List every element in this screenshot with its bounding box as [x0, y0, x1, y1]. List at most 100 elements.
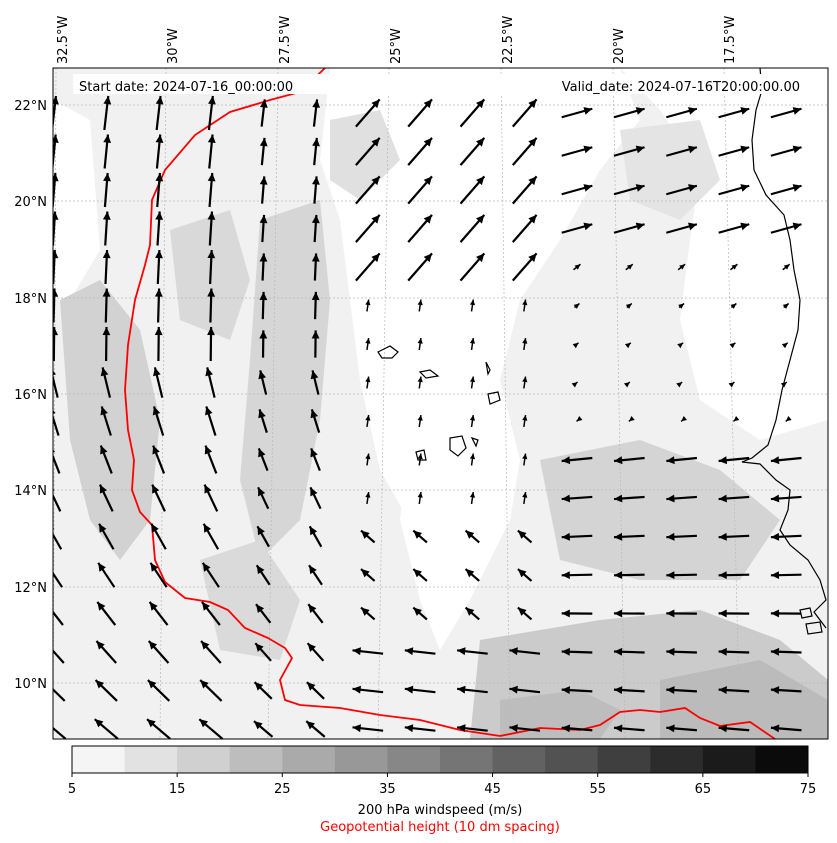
wind-arrow-head — [413, 607, 422, 616]
wind-arrow-head — [792, 222, 802, 231]
wind-arrow-head — [465, 530, 475, 539]
wind-arrow-head — [728, 382, 735, 388]
wind-arrow-head — [718, 571, 727, 580]
colorbar-segment — [387, 746, 441, 773]
wind-arrow-head — [147, 680, 157, 689]
wind-arrow-head — [102, 327, 111, 336]
gridlines — [53, 68, 828, 739]
wind-arrow-head — [676, 382, 683, 388]
wind-arrow-head — [155, 211, 164, 220]
wind-arrow-head — [259, 330, 268, 339]
wind-arrow-head — [53, 134, 59, 143]
wind-arrow-head — [678, 303, 685, 309]
coastline — [377, 68, 827, 635]
wind-arrow-head — [371, 137, 380, 147]
wind-arrow-head — [208, 96, 216, 105]
wind-arrow-head — [309, 526, 318, 536]
wind-arrow-head — [155, 173, 164, 182]
wind-arrow-head — [614, 609, 623, 618]
wind-arrow-head — [476, 99, 485, 109]
wind-arrow-head — [256, 604, 265, 614]
wind-arrow-head — [147, 719, 156, 728]
wind-arrow-head — [259, 214, 268, 224]
valid-date-text: Valid_date: 2024-07-16T20:00:00.00 — [562, 80, 800, 95]
wind-arrow-head — [94, 719, 104, 728]
wind-arrow-head — [417, 299, 423, 306]
wind-arrow-head — [254, 682, 264, 691]
lat-label: 12°N — [14, 581, 47, 596]
wind-arrow-head — [770, 724, 780, 733]
wind-arrow-head — [53, 449, 56, 453]
wind-arrow-head — [99, 484, 107, 494]
colorbar-segment — [545, 746, 599, 773]
wind-arrow-head — [417, 376, 423, 383]
wind-arrow-head — [152, 406, 161, 416]
wind-arrow-head — [310, 487, 318, 497]
wind-arrow-head — [574, 264, 581, 270]
wind-arrow-shaft — [53, 726, 67, 739]
wind-arrow-head — [517, 607, 527, 616]
colorbar-tick-label: 55 — [589, 782, 606, 797]
wind-arrow-head — [635, 222, 645, 231]
wind-arrow-head — [528, 214, 537, 224]
wind-arrow-head — [307, 643, 316, 652]
wind-arrow-head — [624, 342, 631, 349]
wind-arrow-head — [782, 303, 789, 309]
wind-arrow-head — [423, 253, 432, 263]
colorbar-segment — [492, 746, 546, 773]
wind-arrow-head — [476, 253, 485, 263]
wind-arrow-head — [666, 724, 675, 733]
wind-arrow-head — [312, 176, 320, 185]
wind-arrow-head — [688, 145, 697, 154]
wind-arrow-head — [201, 640, 210, 650]
wind-arrow-head — [99, 523, 107, 533]
wind-arrow-head — [718, 686, 727, 694]
wind-arrow-head — [53, 96, 59, 105]
wind-arrow-head — [312, 99, 321, 108]
wind-arrow-head — [361, 569, 370, 578]
wind-arrow-head — [53, 288, 59, 297]
wind-arrow-head — [423, 176, 432, 186]
wind-arrow-head — [259, 253, 268, 262]
wind-arrow-head — [528, 253, 537, 263]
lat-label: 18°N — [14, 292, 47, 307]
lat-label: 16°N — [14, 388, 47, 403]
wind-arrow-head — [688, 107, 697, 115]
wind-arrow-head — [623, 382, 630, 388]
wind-arrow-head — [614, 724, 623, 733]
wind-arrow-head — [258, 370, 266, 380]
wind-arrow-head — [151, 523, 159, 533]
wind-arrow-head — [259, 291, 268, 301]
lat-label: 14°N — [14, 484, 47, 499]
wind-arrow-head — [207, 288, 216, 297]
wind-arrow-head — [53, 370, 57, 376]
wind-arrow-head — [522, 492, 528, 498]
wind-arrow-head — [635, 107, 645, 115]
wind-arrow-head — [625, 303, 632, 309]
wind-arrow-head — [517, 530, 527, 539]
wind-arrow-head — [561, 609, 570, 618]
wind-arrow-head — [770, 532, 780, 541]
wind-arrow-shaft — [53, 453, 61, 474]
wind-arrow-head — [352, 724, 361, 733]
wind-arrow-head — [205, 406, 213, 416]
wind-arrow-head — [561, 686, 571, 694]
wind-arrow-head — [154, 327, 163, 336]
wind-arrow-head — [573, 303, 580, 309]
wind-arrow-head — [308, 604, 317, 614]
wind-arrow-head — [152, 445, 160, 455]
wind-arrow-head — [155, 250, 163, 259]
colorbar-tick-label: 65 — [695, 782, 712, 797]
wind-arrow-head — [365, 453, 371, 460]
wind-arrow-head — [95, 680, 105, 689]
wind-arrow-head — [310, 409, 319, 419]
colorbar-segment — [177, 746, 231, 773]
wind-arrow-head — [583, 145, 593, 154]
wind-arrow-head — [666, 647, 675, 656]
wind-arrow-shaft — [53, 493, 62, 512]
wind-arrow-head — [404, 685, 414, 694]
lon-label: 22.5°W — [501, 16, 516, 64]
wind-arrow-head — [614, 571, 623, 580]
wind-arrow-head — [528, 176, 537, 186]
